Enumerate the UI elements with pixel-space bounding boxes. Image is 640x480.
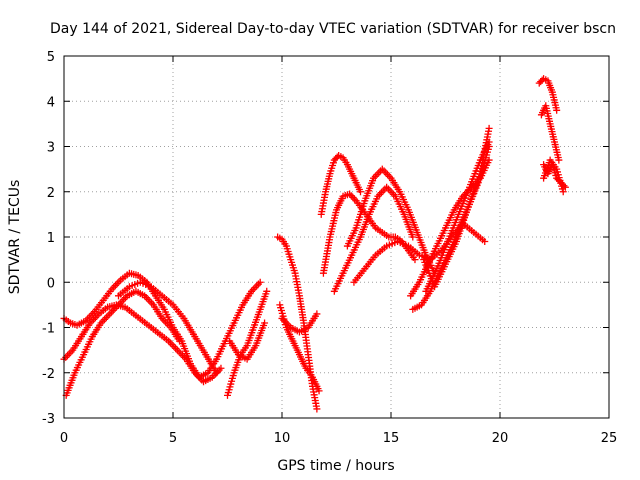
y-tick-label: -2: [42, 367, 55, 382]
data-point: [411, 256, 419, 264]
x-tick-label: 25: [601, 431, 618, 446]
data-series: [422, 138, 493, 295]
data-point: [409, 233, 417, 241]
data-series: [115, 278, 221, 377]
data-series: [60, 301, 225, 386]
y-tick-label: 2: [47, 186, 55, 201]
x-tick-label: 10: [274, 431, 291, 446]
data-point: [256, 278, 264, 286]
data-point: [553, 106, 561, 114]
data-series: [535, 75, 561, 114]
y-axis-ticks: -3 -2 -1 0 1 2 3 4 5: [42, 50, 609, 427]
data-series: [330, 183, 417, 295]
y-tick-label: 5: [47, 50, 55, 65]
data-point: [485, 124, 493, 132]
y-axis-label: SDTVAR / TECUs: [7, 180, 23, 295]
y-tick-label: -3: [42, 412, 55, 427]
chart-title: Day 144 of 2021, Sidereal Day-to-day VTE…: [50, 21, 616, 37]
x-tick-label: 5: [169, 431, 177, 446]
y-tick-label: -1: [42, 322, 55, 337]
y-tick-label: 1: [47, 231, 55, 246]
data-point: [315, 387, 323, 395]
x-tick-label: 0: [60, 431, 68, 446]
data-point: [213, 369, 221, 377]
data-series: [317, 152, 364, 218]
y-tick-label: 4: [47, 95, 55, 110]
data-point: [485, 138, 493, 146]
data-point: [313, 405, 321, 413]
data-point: [555, 156, 563, 164]
data-point: [356, 188, 364, 196]
data-series: [537, 102, 563, 164]
y-tick-label: 3: [47, 141, 55, 156]
data-marks: [60, 75, 569, 413]
data-series: [540, 156, 567, 196]
data-point: [559, 188, 567, 196]
data-point: [217, 364, 225, 372]
grid-lines: [64, 56, 609, 418]
data-series: [62, 287, 184, 399]
data-point: [261, 319, 269, 327]
data-point: [263, 287, 271, 295]
data-series: [226, 319, 269, 363]
data-point: [481, 238, 489, 246]
x-tick-label: 15: [383, 431, 400, 446]
data-point: [176, 337, 184, 345]
data-point: [313, 310, 321, 318]
x-axis-label: GPS time / hours: [277, 458, 394, 474]
data-series: [278, 310, 321, 336]
x-tick-label: 20: [492, 431, 509, 446]
x-axis-ticks: 0 5 10 15 20 25: [60, 56, 617, 446]
y-tick-label: 0: [47, 276, 55, 291]
data-series: [343, 165, 439, 277]
